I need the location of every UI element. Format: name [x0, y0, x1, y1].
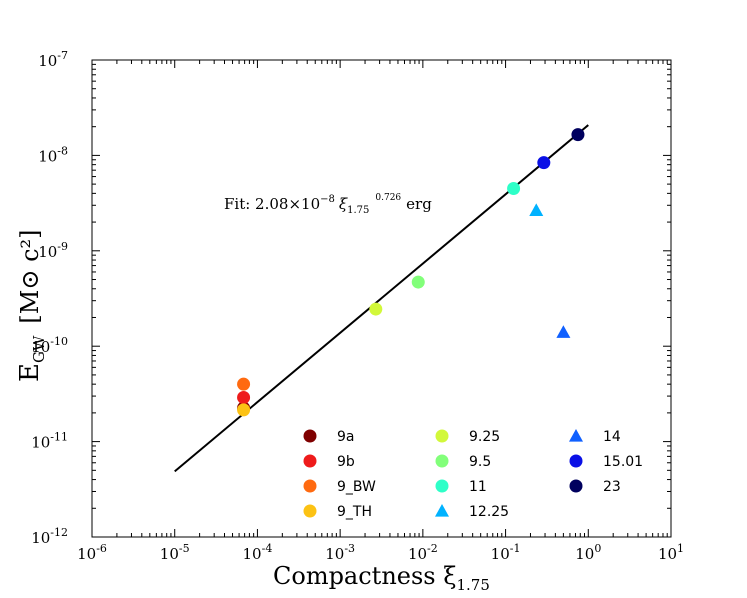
y-tick-label-base: 10 [38, 52, 57, 70]
x-tick-label: 10-1 [491, 542, 521, 563]
legend-marker-9b [303, 454, 317, 468]
legend-label-11: 11 [469, 479, 487, 495]
data-point-11 [507, 181, 521, 195]
y-tick-label-exp: -9 [57, 240, 68, 253]
y-tick-label: 10-8 [38, 144, 68, 165]
x-axis-label-text: Compactness ξ [273, 562, 456, 590]
x-tick-label: 10-3 [325, 542, 355, 563]
legend-label-9-th: 9_TH [337, 504, 372, 520]
data-point-9-bw [237, 377, 251, 391]
fit-line-group [174, 124, 589, 473]
plot-area [91, 59, 672, 538]
y-tick-label-base: 10 [31, 529, 50, 547]
x-tick-label-exp: -1 [510, 542, 521, 555]
y-tick-label-base: 10 [31, 338, 50, 356]
legend-label-9b: 9b [337, 454, 355, 470]
legend-marker-9-bw [303, 479, 317, 493]
fit-label-prefix: Fit: 2.08×10 [224, 195, 320, 213]
legend-marker-14 [569, 429, 583, 442]
fit-label-suffix: erg [406, 195, 432, 213]
fit-line [174, 124, 589, 473]
legend-label-9a: 9a [337, 429, 355, 445]
legend-marker-15-01 [569, 454, 583, 468]
x-tick-label-exp: -3 [344, 542, 355, 555]
x-tick-label-base: 10 [575, 545, 594, 563]
y-axis-label-units: [M⊙ c²] [16, 230, 44, 324]
fit-label-var: ξ [339, 195, 348, 213]
legend-marker-9-5 [435, 454, 449, 468]
x-tick-label: 100 [575, 542, 601, 563]
x-tick-label-base: 10 [658, 545, 677, 563]
legend-marker-9a [303, 429, 317, 443]
x-tick-label-exp: -4 [262, 542, 273, 555]
data-point-12-25 [529, 203, 544, 217]
x-tick-label: 10-2 [408, 542, 438, 563]
fit-annotation: Fit: 2.08×10−8 ξ1.75 0.726 erg [224, 193, 432, 216]
y-tick-label: 10-11 [31, 431, 68, 452]
y-tick-label-exp: -10 [50, 335, 68, 348]
x-tick-label-base: 10 [491, 545, 510, 563]
data-point-9b [237, 390, 251, 404]
data-point-9-th [237, 403, 251, 417]
legend-label-9-5: 9.5 [469, 454, 491, 470]
legend-label-15-01: 15.01 [603, 454, 643, 470]
x-axis-label-sub: 1.75 [456, 576, 489, 594]
data-point-14 [556, 325, 571, 338]
fit-label-exp: −8 [320, 194, 335, 205]
legend: 9a 9b 9_BW 9_TH 9.25 9.5 11 12.25 14 15.01 23 [303, 429, 643, 520]
x-tick-label-exp: -6 [96, 542, 107, 555]
y-tick-label-base: 10 [31, 434, 50, 452]
legend-label-14: 14 [603, 429, 621, 445]
x-tick-label-exp: -2 [427, 542, 438, 555]
x-tick-label-base: 10 [77, 545, 96, 563]
y-tick-label-exp: -8 [57, 144, 68, 157]
plot-frame [91, 59, 672, 538]
y-axis-label: EGW [M⊙ c²] [15, 230, 48, 383]
x-tick-label-exp: 1 [677, 542, 684, 555]
data-point-9-25 [369, 302, 383, 316]
y-tick-label-exp: -12 [50, 526, 68, 539]
y-tick-label: 10-7 [38, 49, 68, 70]
x-axis-label: Compactness ξ1.75 [273, 562, 490, 594]
x-tick-label-base: 10 [408, 545, 427, 563]
y-tick-label: 10-12 [31, 526, 68, 547]
legend-marker-11 [435, 479, 449, 493]
y-axis-label-text: E [15, 363, 45, 382]
x-tick-label-base: 10 [243, 545, 262, 563]
data-point-15-01 [537, 156, 551, 170]
legend-label-23: 23 [603, 479, 621, 495]
legend-label-12-25: 12.25 [469, 504, 509, 520]
legend-label-9-bw: 9_BW [337, 479, 376, 495]
legend-marker-12-25 [435, 504, 449, 517]
y-tick-label-base: 10 [38, 147, 57, 165]
fit-label-sub: 1.75 [347, 205, 369, 216]
legend-marker-9-25 [435, 429, 449, 443]
x-tick-label: 10-6 [77, 542, 107, 563]
y-tick-label-exp: -7 [57, 49, 68, 62]
x-tick-label-exp: 0 [594, 542, 601, 555]
data-points [237, 128, 585, 417]
legend-label-9-25: 9.25 [469, 429, 500, 445]
y-axis-label-sub: GW [30, 335, 48, 363]
y-tick-label: 10-10 [31, 335, 68, 356]
legend-marker-23 [569, 479, 583, 493]
x-tick-label-base: 10 [160, 545, 179, 563]
x-tick-label: 101 [658, 542, 684, 563]
y-tick-label-base: 10 [38, 243, 57, 261]
axis-ticks: 10-6 10-5 10-4 10-3 10-2 10-1 100 10110-1210-11… [31, 49, 684, 563]
x-tick-label: 10-5 [160, 542, 190, 563]
data-point-9-5 [411, 275, 425, 289]
data-point-23 [571, 128, 585, 142]
y-tick-label: 10-9 [38, 240, 68, 261]
y-tick-label-exp: -11 [50, 431, 68, 444]
x-tick-label-base: 10 [325, 545, 344, 563]
fit-label-pow: 0.726 [375, 193, 401, 203]
legend-marker-9-th [303, 504, 317, 518]
x-tick-label-exp: -5 [179, 542, 190, 555]
x-tick-label: 10-4 [243, 542, 273, 563]
